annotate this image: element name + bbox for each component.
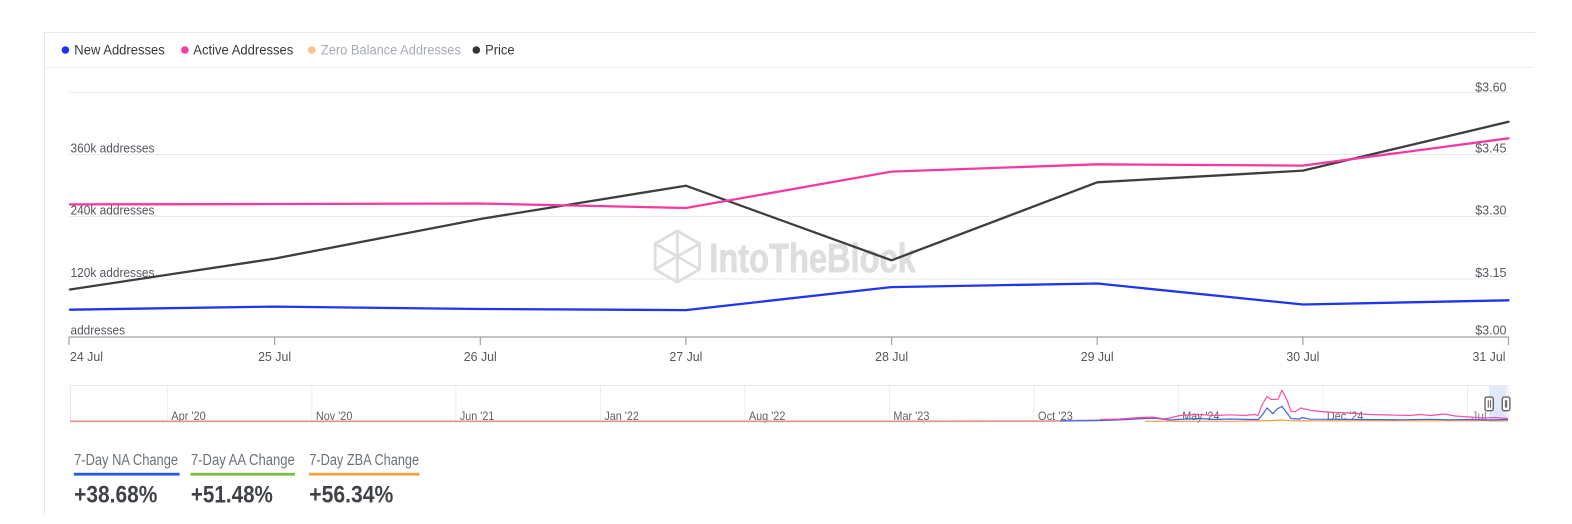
svg-text:240k addresses: 240k addresses (71, 203, 155, 218)
svg-text:28 Jul: 28 Jul (875, 349, 908, 364)
svg-text:+38.68%: +38.68% (74, 481, 157, 508)
svg-text:27 Jul: 27 Jul (669, 349, 702, 364)
svg-text:7-Day NA Change: 7-Day NA Change (74, 452, 178, 469)
svg-text:Oct '23: Oct '23 (1038, 409, 1073, 423)
svg-text:25 Jul: 25 Jul (258, 349, 291, 364)
svg-text:360k addresses: 360k addresses (71, 140, 155, 155)
svg-text:Zero Balance Addresses: Zero Balance Addresses (321, 43, 461, 58)
svg-text:24 Jul: 24 Jul (70, 349, 103, 364)
svg-text:IntoTheBlock: IntoTheBlock (709, 235, 916, 281)
svg-text:$3.60: $3.60 (1475, 81, 1506, 95)
svg-text:Nov '20: Nov '20 (316, 409, 353, 423)
svg-text:7-Day AA Change: 7-Day AA Change (191, 452, 295, 469)
svg-text:30 Jul: 30 Jul (1286, 349, 1319, 364)
svg-text:$3.45: $3.45 (1475, 141, 1506, 155)
svg-text:Jan '22: Jan '22 (604, 409, 639, 423)
svg-text:+51.48%: +51.48% (191, 481, 273, 508)
svg-text:120k addresses: 120k addresses (71, 265, 155, 280)
svg-text:Jun '21: Jun '21 (460, 409, 495, 423)
svg-text:Aug '22: Aug '22 (749, 409, 786, 423)
svg-text:Apr '20: Apr '20 (171, 409, 206, 423)
svg-text:addresses: addresses (71, 323, 126, 338)
svg-text:29 Jul: 29 Jul (1081, 349, 1114, 364)
svg-text:Active Addresses: Active Addresses (193, 43, 293, 58)
svg-text:$3.00: $3.00 (1475, 323, 1506, 337)
svg-text:7-Day ZBA Change: 7-Day ZBA Change (309, 452, 419, 469)
svg-text:+56.34%: +56.34% (309, 481, 393, 508)
svg-text:Price: Price (485, 43, 514, 58)
svg-text:New Addresses: New Addresses (74, 43, 165, 58)
svg-text:$3.30: $3.30 (1475, 203, 1506, 217)
svg-text:$3.15: $3.15 (1475, 266, 1506, 280)
svg-text:26 Jul: 26 Jul (464, 349, 497, 364)
svg-text:31 Jul: 31 Jul (1473, 349, 1506, 364)
svg-text:Mar '23: Mar '23 (893, 409, 929, 423)
